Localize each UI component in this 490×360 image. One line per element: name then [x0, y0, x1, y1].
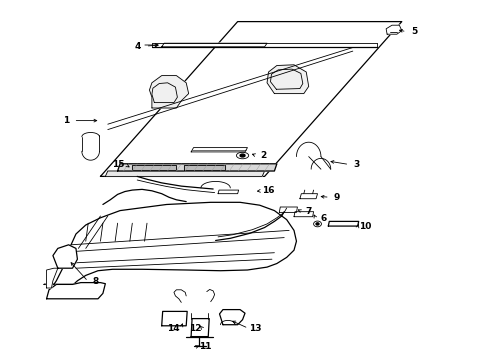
Text: 5: 5 [411, 27, 417, 36]
Text: 3: 3 [354, 160, 360, 169]
Circle shape [316, 223, 319, 225]
Text: 4: 4 [135, 41, 142, 50]
Polygon shape [162, 43, 267, 47]
Text: 1: 1 [63, 116, 69, 125]
Text: 10: 10 [359, 222, 371, 231]
Polygon shape [184, 165, 225, 170]
Text: 15: 15 [112, 161, 125, 169]
Polygon shape [294, 212, 314, 217]
Polygon shape [191, 319, 209, 337]
Polygon shape [105, 171, 265, 176]
Polygon shape [386, 25, 402, 34]
Polygon shape [47, 283, 105, 299]
Text: 13: 13 [249, 324, 262, 333]
Text: 8: 8 [93, 277, 98, 286]
Text: 16: 16 [262, 186, 275, 195]
Polygon shape [100, 22, 402, 176]
Polygon shape [267, 65, 309, 94]
Polygon shape [44, 202, 296, 284]
Polygon shape [191, 148, 247, 152]
Polygon shape [328, 221, 359, 226]
Polygon shape [218, 190, 239, 194]
Text: 7: 7 [305, 207, 312, 216]
Polygon shape [279, 207, 297, 212]
Ellipse shape [240, 154, 245, 157]
Polygon shape [162, 311, 187, 326]
Polygon shape [149, 76, 189, 108]
Text: 6: 6 [320, 214, 326, 223]
Text: 2: 2 [261, 151, 267, 160]
Polygon shape [53, 245, 77, 268]
Text: 11: 11 [198, 342, 211, 351]
Polygon shape [118, 164, 277, 171]
Polygon shape [47, 268, 58, 288]
Polygon shape [132, 165, 176, 170]
Text: 12: 12 [189, 324, 201, 333]
Text: 9: 9 [334, 193, 341, 202]
Text: 14: 14 [167, 324, 180, 333]
Polygon shape [300, 194, 318, 199]
Polygon shape [220, 310, 245, 325]
